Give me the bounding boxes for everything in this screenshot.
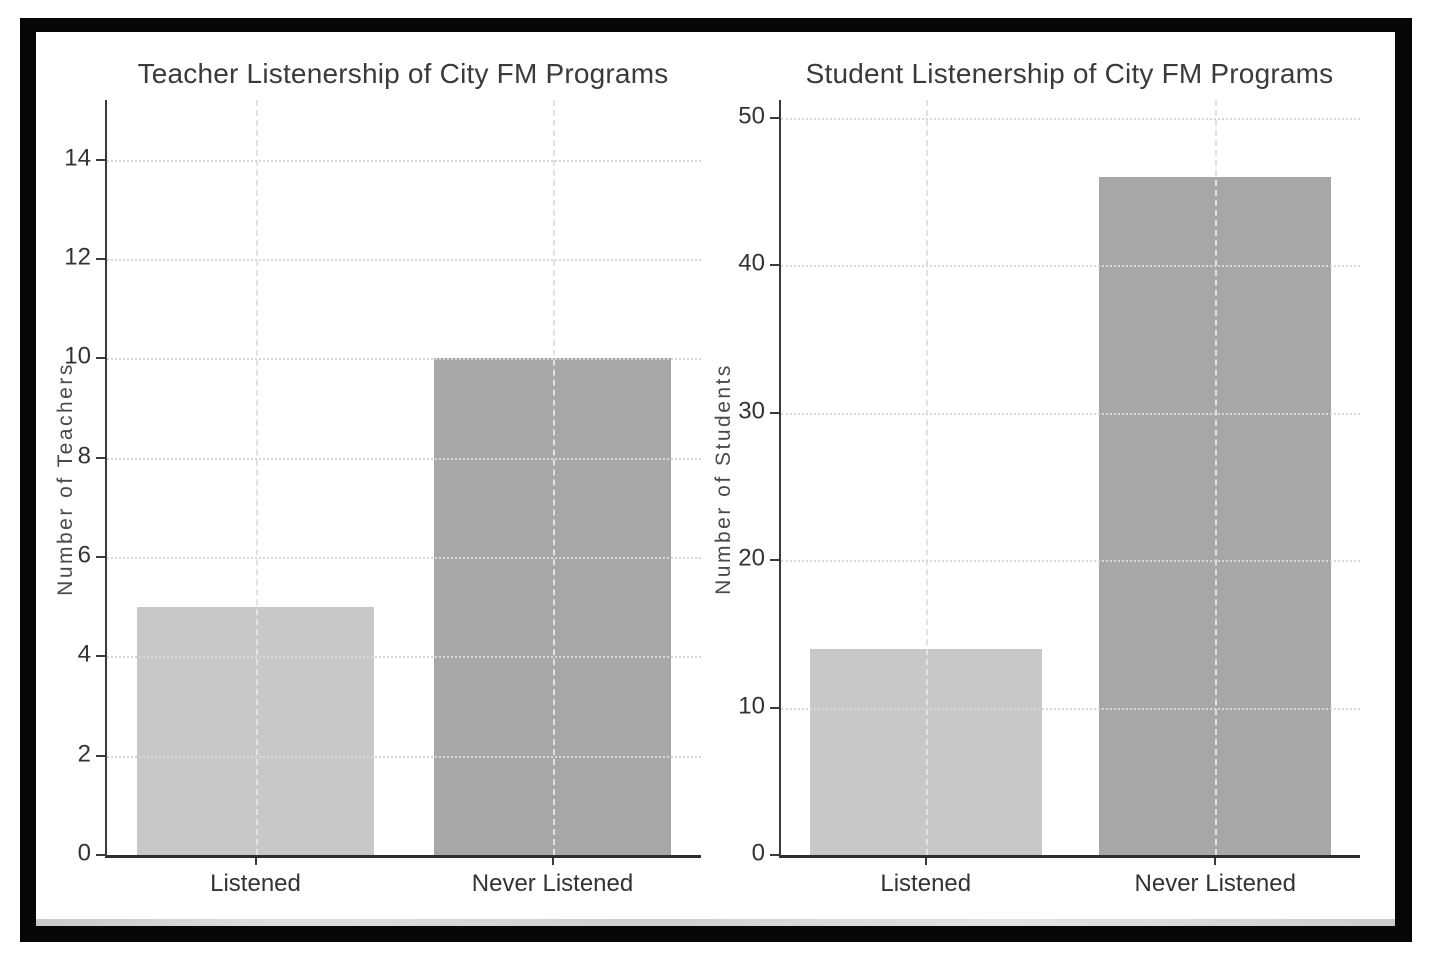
plot-area: Listened Never Listened 0 2 4 6 8 10 12 14 xyxy=(64,100,701,897)
student-listenership-chart: Student Listenership of City FM Programs… xyxy=(36,32,1395,926)
y-axis-tick xyxy=(96,854,105,856)
y-axis-tick xyxy=(96,754,105,757)
y-axis-tick xyxy=(96,555,105,558)
y-tick-label: 14 xyxy=(64,144,91,172)
x-category-label: Listened xyxy=(880,870,972,897)
x-axis-tick xyxy=(551,858,554,865)
vertical-gridline xyxy=(925,100,928,855)
figure-frame: Teacher Listenership of City FM Programs… xyxy=(20,18,1412,942)
vertical-gridline xyxy=(1215,100,1218,855)
horizontal-gridline xyxy=(781,412,1360,415)
y-axis-tick xyxy=(96,158,105,161)
y-axis-tick xyxy=(96,456,105,459)
y-axis-tick xyxy=(96,257,105,260)
y-tick-label: 10 xyxy=(64,342,91,370)
y-axis-label: Number of Teachers xyxy=(54,362,77,596)
y-tick-label: 40 xyxy=(738,249,765,277)
horizontal-gridline xyxy=(781,707,1360,710)
y-axis-tick xyxy=(770,264,779,267)
horizontal-gridline xyxy=(107,358,701,361)
x-category-label: Listened xyxy=(210,870,301,897)
horizontal-gridline xyxy=(107,159,701,162)
y-axis-tick xyxy=(770,559,779,562)
plot-area: Listened Never Listened 0 10 20 30 40 50 xyxy=(738,100,1360,897)
bar-listened xyxy=(136,606,375,855)
y-axis-tick xyxy=(770,411,779,414)
y-axis-label: Number of Students xyxy=(712,363,735,595)
chart-title: Student Listenership of City FM Programs xyxy=(805,58,1334,89)
x-axis-tick xyxy=(254,858,257,865)
canvas-bottom-strip xyxy=(36,919,1395,926)
y-axis-tick xyxy=(770,706,779,709)
x-category-label: Never Listened xyxy=(1134,870,1296,897)
y-tick-label: 6 xyxy=(77,541,91,569)
y-axis-tick xyxy=(96,357,105,360)
horizontal-gridline xyxy=(107,755,701,758)
y-tick-label: 0 xyxy=(751,839,765,867)
horizontal-gridline xyxy=(107,656,701,659)
y-tick-label: 2 xyxy=(77,740,91,768)
teacher-listenership-chart: Teacher Listenership of City FM Programs… xyxy=(36,32,1395,926)
y-tick-label: 50 xyxy=(738,102,765,130)
y-axis-tick xyxy=(770,854,779,856)
figure-canvas: Teacher Listenership of City FM Programs… xyxy=(36,32,1395,926)
y-tick-label: 30 xyxy=(738,397,765,425)
bar-never-listened xyxy=(433,358,672,855)
horizontal-gridline xyxy=(107,457,701,460)
y-axis-tick xyxy=(770,116,779,119)
horizontal-gridline xyxy=(781,117,1360,120)
y-axis-tick xyxy=(96,655,105,658)
x-axis-tick xyxy=(1214,858,1217,865)
y-tick-label: 12 xyxy=(64,243,91,271)
y-tick-label: 8 xyxy=(77,442,91,470)
y-tick-label: 4 xyxy=(77,640,91,668)
y-tick-label: 0 xyxy=(77,839,91,867)
x-axis-tick xyxy=(924,858,927,865)
horizontal-gridline xyxy=(781,265,1360,268)
bar-never-listened xyxy=(1099,176,1332,855)
chart-title: Teacher Listenership of City FM Programs xyxy=(137,58,669,89)
y-tick-label: 10 xyxy=(738,692,765,720)
bar-listened xyxy=(809,648,1042,855)
horizontal-gridline xyxy=(781,560,1360,563)
horizontal-gridline xyxy=(107,258,701,261)
y-tick-label: 20 xyxy=(738,544,765,572)
horizontal-gridline xyxy=(107,556,701,559)
x-category-label: Never Listened xyxy=(471,870,634,897)
vertical-gridline xyxy=(552,100,555,855)
vertical-gridline xyxy=(255,100,258,855)
